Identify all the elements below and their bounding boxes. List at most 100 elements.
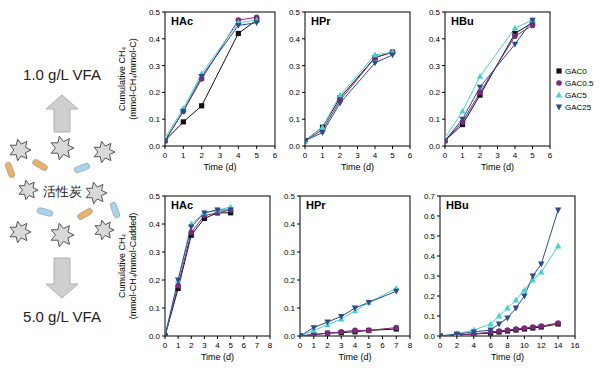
- carbon-particle: [10, 221, 31, 242]
- series-line: [165, 17, 257, 140]
- x-tick: [305, 146, 306, 149]
- microbe: [73, 162, 90, 173]
- microbe: [32, 158, 49, 171]
- data-point: [235, 23, 241, 29]
- y-tick-label: 0.4: [289, 35, 301, 44]
- plot-data: [305, 49, 396, 144]
- x-tick: [178, 336, 179, 339]
- y-tick-label: 0.5: [424, 232, 436, 241]
- y-tick-label: 0.3: [149, 62, 161, 71]
- chart: 0.00.10.20.30.40.50123456HAcTime (d)Cumu…: [117, 8, 278, 172]
- legend-marker: [556, 92, 562, 98]
- data-point: [305, 137, 308, 143]
- x-tick-label: 6: [408, 151, 413, 160]
- x-tick: [456, 336, 457, 339]
- condition-label: 5.0 g/L VFA: [23, 308, 101, 325]
- x-tick: [341, 336, 342, 339]
- data-point: [459, 117, 465, 123]
- x-tick: [340, 146, 341, 149]
- carbon-particle: [51, 136, 74, 159]
- data-point: [530, 324, 536, 330]
- x-tick-label: 14: [554, 341, 563, 350]
- x-tick-label: 2: [199, 151, 204, 160]
- chart-title: HAc: [171, 15, 193, 27]
- series-line: [440, 210, 558, 336]
- y-tick-label: 0.2: [424, 292, 436, 301]
- x-tick: [256, 336, 257, 339]
- x-tick-label: 12: [537, 341, 546, 350]
- y-tick-label: 0.0: [424, 332, 436, 341]
- x-tick: [275, 146, 276, 149]
- x-tick: [375, 146, 376, 149]
- x-tick-label: 4: [353, 341, 358, 350]
- data-point: [188, 224, 194, 230]
- y-tick-label: 0.7: [424, 192, 436, 201]
- x-axis-label: Time (d): [338, 352, 371, 362]
- y-tick: [162, 280, 165, 281]
- x-tick-label: 2: [189, 341, 194, 350]
- data-point: [319, 130, 325, 136]
- y-tick-label: 0.1: [149, 304, 161, 313]
- series-line: [305, 52, 393, 140]
- y-tick-label: 0.1: [424, 312, 436, 321]
- y-axis-label-line: (mmol-CH₄/mmol-Cadded): [128, 213, 138, 320]
- y-tick: [437, 296, 440, 297]
- data-point: [165, 138, 168, 143]
- x-axis-label: Time (d): [491, 352, 524, 362]
- x-tick-label: 3: [202, 341, 207, 350]
- chart: 0.00.10.20.30.40.5012345678HPrTime (d): [284, 192, 413, 362]
- data-point: [227, 208, 233, 214]
- data-point: [165, 334, 168, 336]
- x-tick: [575, 336, 576, 339]
- data-point: [512, 42, 518, 48]
- y-tick-label: 0.2: [284, 276, 296, 285]
- data-point: [445, 138, 448, 144]
- y-tick-label: 0.5: [284, 192, 296, 201]
- series-line: [305, 55, 393, 141]
- data-point: [440, 333, 443, 336]
- series-line: [305, 52, 393, 140]
- data-point: [393, 289, 399, 295]
- x-tick-label: 1: [460, 151, 465, 160]
- x-tick: [191, 336, 192, 339]
- x-tick: [462, 146, 463, 149]
- data-point: [300, 333, 303, 336]
- data-point: [300, 333, 303, 336]
- series-line: [165, 210, 231, 336]
- data-point: [372, 51, 378, 57]
- x-tick-label: 1: [181, 151, 186, 160]
- x-tick-label: 8: [408, 341, 413, 350]
- x-tick: [507, 336, 508, 339]
- x-tick: [410, 336, 411, 339]
- x-tick-label: 1: [176, 341, 181, 350]
- data-point: [521, 287, 527, 293]
- data-point: [305, 138, 308, 144]
- x-tick-label: 2: [455, 341, 460, 350]
- data-point: [320, 125, 325, 130]
- y-tick-label: 0.2: [149, 276, 161, 285]
- x-tick-label: 4: [472, 341, 477, 350]
- legend-marker: [556, 68, 561, 73]
- y-tick: [162, 65, 165, 66]
- y-tick: [302, 65, 305, 66]
- plot-frame: [300, 196, 410, 336]
- y-axis-label-line: Cumulative CH₄: [117, 234, 127, 299]
- x-tick-label: 5: [254, 151, 259, 160]
- data-point: [366, 299, 372, 305]
- data-point: [393, 325, 399, 331]
- chart-title: HPr: [311, 15, 331, 27]
- y-tick: [162, 252, 165, 253]
- y-tick: [302, 92, 305, 93]
- data-point: [337, 101, 343, 107]
- x-tick-label: 3: [218, 151, 223, 160]
- x-tick: [300, 336, 301, 339]
- x-tick-label: 2: [338, 151, 343, 160]
- y-tick: [302, 12, 305, 13]
- data-point: [228, 207, 234, 213]
- y-tick: [442, 38, 445, 39]
- y-tick: [162, 38, 165, 39]
- x-tick-label: 8: [505, 341, 510, 350]
- data-point: [372, 61, 378, 67]
- carbon-particle: [86, 182, 107, 203]
- x-tick: [490, 336, 491, 339]
